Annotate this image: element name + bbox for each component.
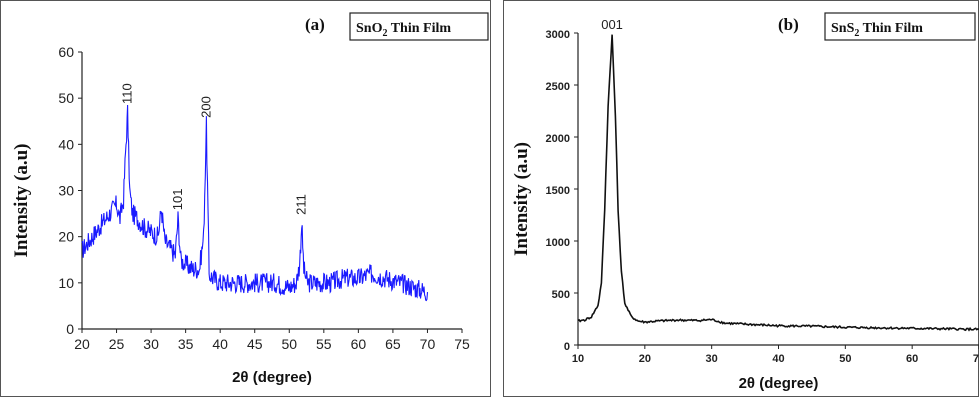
- peak-label: 110: [120, 83, 135, 104]
- y-tick-label: 60: [58, 44, 74, 60]
- x-axis-label: 2θ (degree): [232, 369, 312, 386]
- x-tick-label: 30: [143, 336, 159, 352]
- peak-label: 101: [170, 188, 185, 210]
- y-tick-label: 0: [66, 321, 74, 337]
- y-tick-label: 2000: [546, 133, 570, 145]
- legend-text: SnO2 Thin Film: [356, 21, 451, 39]
- legend-text: SnS2 Thin Film: [831, 21, 923, 39]
- y-tick-label: 50: [58, 90, 74, 106]
- x-tick-label: 45: [247, 336, 263, 352]
- y-tick-label: 1000: [546, 237, 570, 249]
- legend-box: [824, 12, 976, 41]
- panel-tag: (b): [778, 15, 799, 34]
- x-tick-label: 35: [178, 336, 194, 352]
- x-tick-label: 75: [454, 336, 470, 352]
- x-tick-label: 60: [351, 336, 367, 352]
- legend-box: [349, 12, 489, 41]
- y-tick-label: 10: [58, 275, 74, 291]
- x-tick-label: 50: [281, 336, 297, 352]
- chart-a-svg: 20 25 30 35 40 45 50 55 60 65 70 75 0 10 20 30 40 50 60 110…: [11, 12, 489, 386]
- y-tick-label: 40: [58, 136, 74, 152]
- y-tick-label: 30: [58, 183, 74, 199]
- y-axis-label: Intensity (a.u): [511, 142, 532, 256]
- x-tick-label: 40: [772, 353, 784, 365]
- y-tick-label: 0: [564, 341, 570, 353]
- x-tick-label: 65: [385, 336, 401, 352]
- y-tick-label: 3000: [546, 29, 570, 41]
- x-tick-label: 10: [572, 353, 584, 365]
- series-line: [577, 34, 979, 332]
- x-tick-label: 20: [639, 353, 651, 365]
- x-tick-label: 50: [839, 353, 851, 365]
- y-tick-label: 500: [552, 289, 570, 301]
- chart-b-svg: 10 20 30 40 50 60 70 0 500 1000 1500 2000 2500 3000 00…: [511, 12, 979, 392]
- panel-a: 20 25 30 35 40 45 50 55 60 65 70 75 0 10 20 30 40 50 60 110…: [0, 0, 491, 397]
- panel-b: 10 20 30 40 50 60 70 0 500 1000 1500 2000 2500 3000 00…: [503, 0, 979, 397]
- x-tick-label: 70: [973, 353, 979, 365]
- peak-label: 200: [198, 96, 213, 118]
- panel-tag: (a): [305, 15, 325, 34]
- x-tick-label: 60: [906, 353, 918, 365]
- x-tick-label: 30: [706, 353, 718, 365]
- x-tick-label: 40: [212, 336, 228, 352]
- y-tick-label: 2500: [546, 81, 570, 93]
- peak-label: 001: [601, 17, 623, 32]
- y-tick-label: 1500: [546, 185, 570, 197]
- peak-label: 211: [294, 194, 309, 215]
- x-axis-label: 2θ (degree): [739, 375, 819, 392]
- x-tick-label: 20: [74, 336, 90, 352]
- y-tick-label: 20: [58, 229, 74, 245]
- x-tick-label: 25: [109, 336, 125, 352]
- y-axis-label: Intensity (a.u): [11, 143, 32, 257]
- series-line: [81, 104, 429, 302]
- x-tick-label: 70: [420, 336, 436, 352]
- x-tick-label: 55: [316, 336, 332, 352]
